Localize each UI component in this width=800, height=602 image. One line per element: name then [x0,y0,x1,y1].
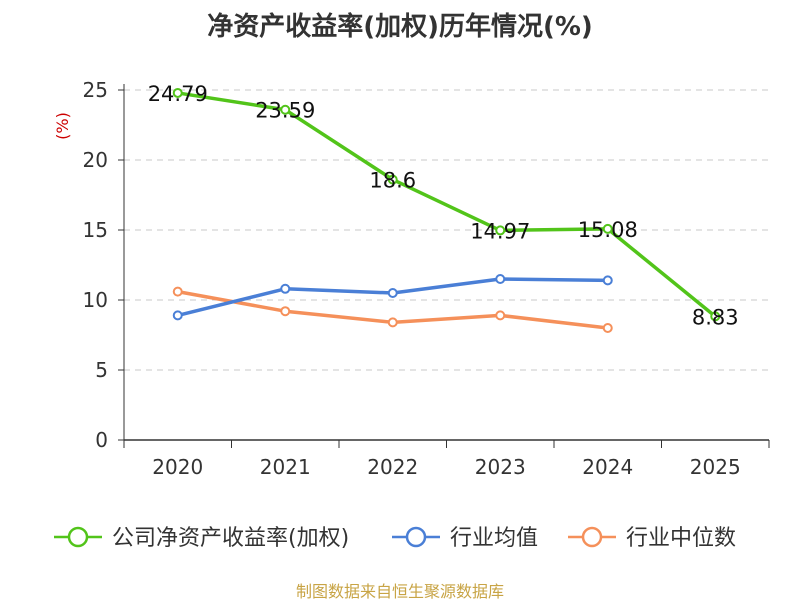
series-0-point-3 [495,225,506,236]
series-line-0 [177,91,717,318]
series-0-point-5 [710,311,721,322]
legend-marker-1 [405,526,427,548]
series-1-point-3 [495,274,506,284]
legend-item-0[interactable]: 公司净资产收益率(加权) [54,526,349,551]
y-tick-label-10: 10 [83,288,108,312]
x-tick-label-2020: 2020 [152,455,203,479]
data-label-2024: 15.08 [578,218,638,242]
data-label-2025: 8.83 [692,305,739,329]
axes [118,84,770,448]
series-1-point-0 [172,310,183,321]
footer-source: 制图数据来自恒生聚源数据库 [295,582,504,601]
chart-title: 净资产收益率(加权)历年情况(%) [207,12,593,42]
series-1-point-4 [602,275,613,286]
series-2-point-3 [495,310,506,321]
x-tick-label-2024: 2024 [582,455,633,479]
y-axis-label: (%) [53,112,72,140]
series-0-point-4 [602,223,613,234]
legend: 公司净资产收益率(加权) 行业均值 行业中位数 [54,526,736,551]
x-tick-label-2021: 2021 [260,455,311,479]
y-tick-label-15: 15 [83,218,108,242]
legend-label-2: 行业中位数 [626,526,736,551]
series-lines [172,87,721,333]
series-0-point-2 [387,174,398,185]
data-label-2023: 14.97 [470,219,530,243]
y-tick-labels: 0 5 10 15 20 25 [83,78,108,452]
legend-label-1: 行业均值 [450,526,538,551]
y-tick-label-20: 20 [83,148,108,172]
y-tick-label-0: 0 [95,428,108,452]
data-labels: 24.79 23.59 18.6 14.97 15.08 8.83 [148,82,739,329]
legend-marker-2 [581,526,603,548]
series-0-point-1 [280,104,291,115]
y-tick-label-5: 5 [95,358,108,382]
legend-item-2[interactable]: 行业中位数 [568,526,736,551]
legend-marker-0 [67,526,89,548]
y-tick-label-25: 25 [83,78,108,102]
legend-item-1[interactable]: 行业均值 [392,526,538,551]
series-2-point-0 [172,286,183,297]
series-1-point-2 [387,288,398,298]
data-label-2020: 24.79 [148,82,208,106]
series-2-point-2 [387,317,398,328]
data-label-2022: 18.6 [369,169,416,193]
x-tick-label-2025: 2025 [690,455,741,479]
series-0-point-0 [172,87,183,98]
series-2-point-4 [602,323,613,333]
series-1-point-1 [280,283,291,294]
data-label-2021: 23.59 [255,99,315,123]
grid-lines [124,89,769,371]
x-tick-label-2023: 2023 [475,455,526,479]
series-2-point-1 [280,306,291,317]
x-tick-label-2022: 2022 [367,455,418,479]
legend-label-0: 公司净资产收益率(加权) [112,526,349,551]
x-tick-labels: 2020 2021 2022 2023 2024 2025 [152,455,740,479]
